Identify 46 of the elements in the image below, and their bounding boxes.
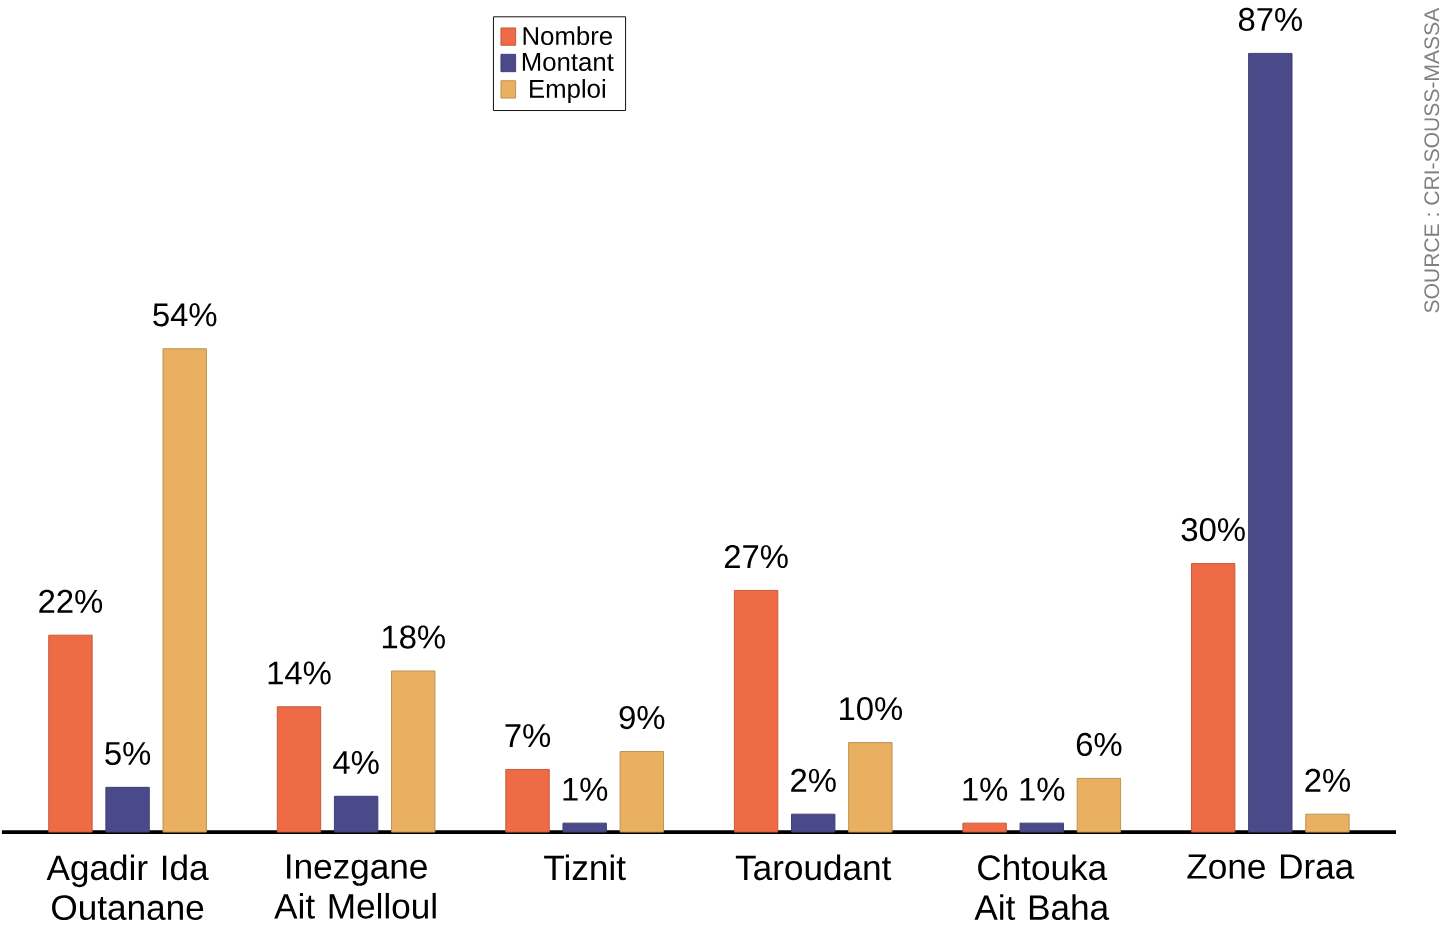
data-label: 2% bbox=[791, 768, 836, 792]
data-label: 54% bbox=[153, 303, 217, 327]
legend-label: Montant bbox=[522, 53, 614, 72]
data-label: 2% bbox=[1305, 768, 1350, 792]
bar bbox=[962, 822, 1007, 833]
legend-label: Emploi bbox=[530, 79, 605, 104]
data-label: 4% bbox=[333, 751, 379, 775]
bar bbox=[276, 706, 322, 833]
bar bbox=[162, 348, 207, 833]
data-label: 6% bbox=[1076, 732, 1122, 757]
bar bbox=[333, 795, 379, 833]
bar bbox=[848, 742, 893, 833]
data-label: 1% bbox=[1020, 777, 1065, 801]
bar bbox=[48, 634, 93, 833]
bar bbox=[562, 822, 607, 833]
bar bbox=[1305, 813, 1350, 833]
data-label: 1% bbox=[963, 777, 1008, 801]
x-tick-label: Zone Draa bbox=[1187, 854, 1355, 879]
data-label: 22% bbox=[39, 589, 103, 613]
bar bbox=[1019, 822, 1064, 833]
x-tick-label: Chtouka Ait Baha bbox=[974, 854, 1110, 921]
x-tick-label: Tiznit bbox=[544, 854, 626, 881]
data-label: 5% bbox=[105, 741, 151, 766]
legend-label: Nombre bbox=[523, 26, 612, 46]
data-label: 30% bbox=[1181, 518, 1245, 542]
x-tick-label: Inezgane Ait Melloul bbox=[274, 854, 436, 919]
bar bbox=[733, 590, 779, 833]
data-label: 7% bbox=[505, 724, 551, 748]
data-label: 9% bbox=[619, 706, 665, 730]
source-note: SOURCE : CRI-SOUSS-MASSA bbox=[1424, 7, 1440, 313]
data-label: 87% bbox=[1238, 7, 1302, 32]
bar bbox=[1248, 53, 1293, 833]
x-tick-label: Agadir Ida Outanane bbox=[46, 854, 209, 921]
data-label: 1% bbox=[563, 777, 608, 801]
data-label: 27% bbox=[724, 545, 788, 569]
bar bbox=[791, 813, 836, 833]
bar bbox=[505, 769, 550, 833]
x-tick-label: Taroudant bbox=[735, 854, 892, 881]
bar bbox=[619, 751, 664, 833]
bar bbox=[391, 670, 436, 833]
data-label: 10% bbox=[840, 697, 902, 721]
data-label: 18% bbox=[382, 625, 445, 649]
bar bbox=[105, 786, 150, 833]
bar bbox=[1076, 777, 1122, 833]
data-label: 14% bbox=[268, 661, 331, 685]
bar bbox=[1190, 563, 1236, 833]
